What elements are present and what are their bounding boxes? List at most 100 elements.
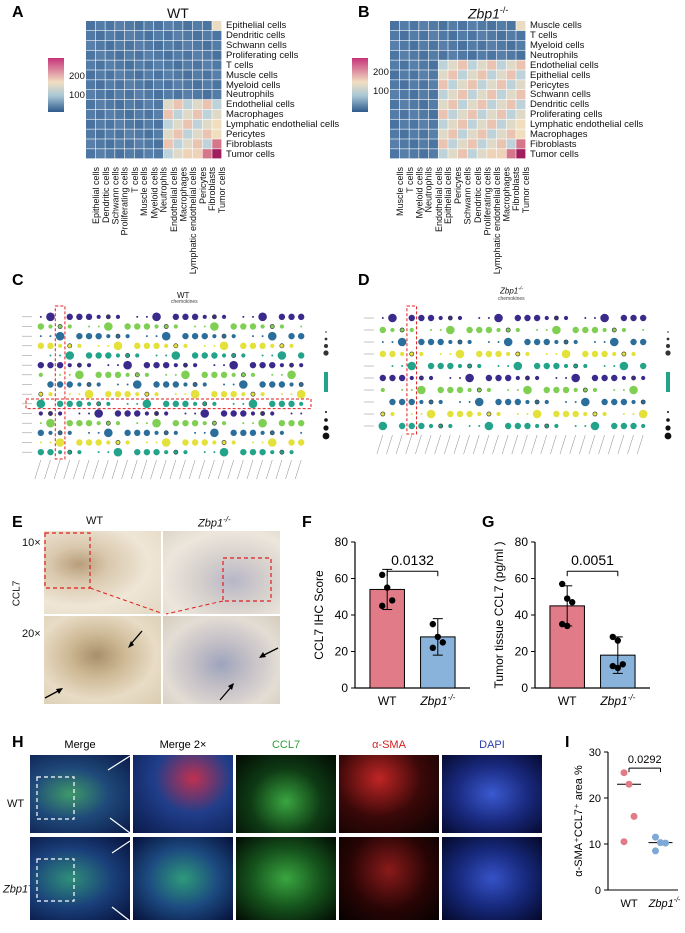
wt-merge-zoom-box <box>36 776 75 820</box>
legend-size-dot <box>667 331 669 333</box>
heatmap-cell <box>173 90 183 100</box>
dot-mark <box>144 411 149 416</box>
heatmap-cell <box>86 30 96 41</box>
heatmap-cell <box>183 70 193 80</box>
heatmap-cell <box>202 40 212 50</box>
heatmap-row-label: Endothelial cells <box>530 59 599 71</box>
heatmap-cell <box>516 139 526 149</box>
dot-mark <box>182 419 189 427</box>
x-tick-label <box>608 434 615 455</box>
dot-highlight-row <box>25 398 312 410</box>
heatmap-cell <box>212 80 222 90</box>
legend-color-bar <box>324 372 328 392</box>
dot-mark <box>620 422 628 430</box>
heatmap-cell <box>516 40 526 50</box>
heatmap-cell <box>477 60 487 70</box>
panel-h-col-label: Merge <box>64 739 96 751</box>
dot-mark <box>124 410 131 417</box>
heatmap-cell <box>163 80 173 90</box>
dot-mark <box>504 398 512 406</box>
heatmap-cell <box>428 40 438 50</box>
heatmap-cell <box>428 119 438 129</box>
panel-d-title-text: Zbp1 <box>500 286 519 296</box>
heatmap-cell <box>458 40 468 50</box>
legend-size-dot <box>666 337 670 341</box>
x-tick-label <box>140 459 148 480</box>
dot-mark <box>507 389 510 391</box>
heatmap-cell <box>86 109 96 119</box>
dot-mark <box>533 362 541 370</box>
heatmap-cell <box>428 99 438 110</box>
dot-mark <box>278 381 286 388</box>
dot-mark <box>68 393 71 396</box>
heatmap-row-label: Tumor cells <box>530 148 579 160</box>
dot-mark <box>583 363 588 369</box>
heatmap-cell <box>448 21 458 31</box>
dot-mark <box>514 422 522 430</box>
dot-mark <box>534 399 540 405</box>
heatmap-cell <box>419 149 429 159</box>
dot-mark <box>96 382 101 387</box>
dot-mark <box>620 314 628 322</box>
heatmap-cell <box>192 99 202 110</box>
x-tick-label <box>463 434 470 455</box>
dot-mark <box>134 342 141 350</box>
dot-mark <box>183 450 188 455</box>
heatmap-cell <box>163 99 173 110</box>
x-tick-label <box>386 434 393 455</box>
dot-mark <box>631 351 636 357</box>
x-tick-label <box>444 434 451 455</box>
legend-size-dot <box>666 344 670 348</box>
legend-scaled-dot <box>325 411 327 413</box>
heatmap-cell <box>202 139 212 149</box>
dot-mark <box>554 339 559 345</box>
heatmap-cell <box>399 119 409 129</box>
heatmap-cell <box>144 21 154 31</box>
heatmap-cell <box>458 70 468 80</box>
heatmap-cell <box>115 129 125 139</box>
heatmap-cell <box>487 139 497 149</box>
dot-mark <box>563 363 569 369</box>
heatmap-cell <box>516 119 526 129</box>
dot-mark <box>467 363 473 369</box>
x-tick-label: Zbp1-/- <box>419 693 455 708</box>
dot-mark <box>134 448 141 456</box>
heatmap-row-label: Myeloid cells <box>226 79 281 91</box>
heatmap-cell <box>105 50 115 60</box>
dot-mark <box>221 353 227 358</box>
dot-mark <box>105 390 112 398</box>
heatmap-cell <box>212 119 222 129</box>
heatmap-cell <box>144 80 154 90</box>
dot-mark <box>591 374 599 382</box>
heatmap-cell <box>202 99 212 110</box>
dot-mark <box>280 373 283 376</box>
dot-mark <box>545 329 548 331</box>
dot-mark <box>144 391 150 397</box>
dot-mark <box>231 334 236 339</box>
dot-mark <box>486 411 492 417</box>
heatmap-cell <box>419 139 429 149</box>
heatmap-cell <box>477 30 487 41</box>
dot-mark <box>456 410 464 418</box>
heatmap-cell <box>438 80 448 90</box>
dot-mark <box>297 313 305 321</box>
dot-mark <box>193 363 198 368</box>
dot-mark <box>278 400 286 408</box>
data-point <box>625 780 633 788</box>
heatmap-cell <box>163 119 173 129</box>
heatmap-cell <box>409 50 419 60</box>
dot-mark <box>446 325 455 335</box>
dot-mark <box>289 382 294 387</box>
dot-mark <box>603 365 606 367</box>
heatmap-cell <box>409 139 419 149</box>
heatmap-cell <box>95 129 105 139</box>
heatmap-cell <box>86 40 96 50</box>
dot-mark <box>223 364 226 367</box>
dot-mark <box>437 386 444 394</box>
heatmap-row-label: Endothelial cells <box>226 99 295 111</box>
heatmap-cell <box>173 119 183 129</box>
heatmap-cell <box>399 109 409 119</box>
heatmap-cell <box>105 99 115 110</box>
heatmap-cell <box>467 139 477 149</box>
heatmap-cell <box>115 21 125 31</box>
